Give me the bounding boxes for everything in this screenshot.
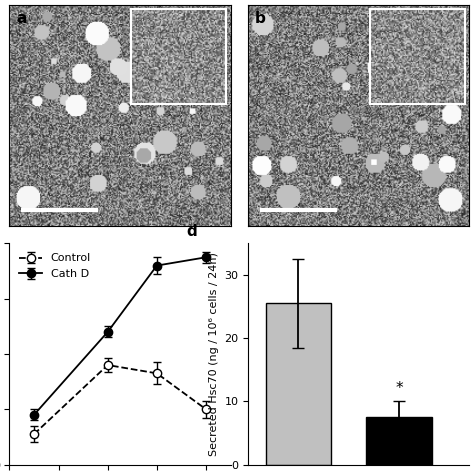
Legend: Control, Cath D: Control, Cath D [15,249,95,283]
Bar [266,303,331,465]
Bar [366,417,432,465]
Text: *: * [395,381,403,396]
Text: d: d [186,224,197,239]
Y-axis label: Secreted Hsc70 (ng / 10⁶ cells / 24h): Secreted Hsc70 (ng / 10⁶ cells / 24h) [209,252,219,456]
Text: a: a [16,11,27,27]
Text: b: b [255,11,266,27]
